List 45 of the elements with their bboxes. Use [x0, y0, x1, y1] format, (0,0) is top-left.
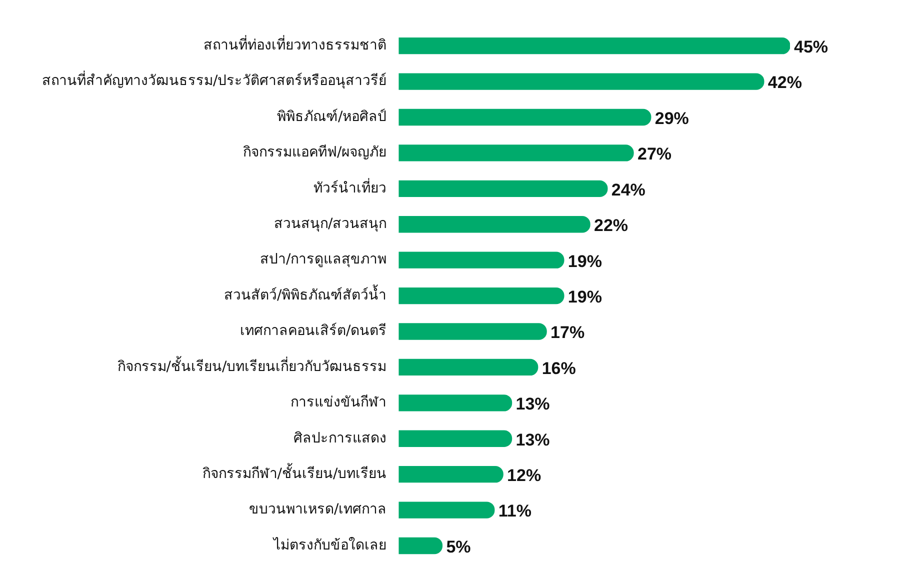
y-tick-label: ทัวร์นำเที่ยว	[314, 178, 387, 196]
bar	[398, 73, 764, 90]
y-tick-label: กิจกรรม/ชั้นเรียน/บทเรียนเกี่ยวกับวัฒนธรรม	[117, 356, 387, 375]
data-label: 29%	[654, 108, 689, 128]
y-tick-label: กิจกรรมแอคทีฟ/ผจญภัย	[243, 144, 387, 161]
y-tick-label: สถานที่ท่องเที่ยวทางธรรมชาติ	[204, 35, 387, 54]
bar	[398, 216, 590, 233]
data-label: 13%	[516, 430, 550, 450]
bar	[398, 180, 608, 198]
data-label: 27%	[637, 144, 672, 164]
data-label: 19%	[568, 252, 602, 271]
y-tick-label: สวนสัตว์/พิพิธภัณฑ์สัตว์น้ำ	[224, 284, 387, 304]
data-label: 17%	[550, 323, 585, 342]
bar	[398, 430, 512, 447]
bar	[398, 252, 564, 268]
data-label: 12%	[507, 466, 542, 486]
data-label: 16%	[542, 358, 576, 378]
y-tick-label: เทศกาลคอนเสิร์ต/ดนตรี	[240, 322, 387, 340]
data-label: 5%	[446, 537, 471, 556]
data-label: 13%	[516, 394, 550, 414]
bar	[398, 38, 790, 54]
bar	[398, 537, 443, 554]
y-tick-label: สถานที่สำคัญทางวัฒนธรรม/ประวัติศาสตร์หรืออนุสาวรีย์	[42, 71, 387, 90]
y-tick-label: สวนสนุก/สวนสนุก	[274, 216, 387, 232]
bar	[398, 144, 634, 162]
data-label: 22%	[594, 216, 628, 236]
y-tick-label: ขบวนพาเหรด/เทศกาล	[249, 502, 387, 518]
data-label: 42%	[768, 73, 802, 92]
y-tick-label: ไม่ตรงกับข้อใดเลย	[272, 536, 387, 554]
y-tick-label: ศิลปะการแสดง	[294, 430, 387, 446]
bar	[398, 358, 538, 376]
y-tick-label: การแข่งขันกีฬา	[290, 394, 387, 411]
bar	[398, 108, 652, 126]
y-tick-label: กิจกรรมกีฬา/ชั้นเรียน/บทเรียน	[202, 462, 387, 482]
y-tick-label: พิพิธภัณฑ์/หอศิลป์	[277, 108, 387, 125]
bar	[398, 287, 564, 304]
data-label: 19%	[568, 287, 602, 306]
y-tick-label: สปา/การดูแลสุขภาพ	[260, 252, 387, 268]
data-label: 45%	[794, 38, 828, 57]
bar	[398, 502, 495, 518]
data-label: 24%	[611, 180, 646, 200]
data-label: 11%	[498, 502, 532, 521]
bar	[398, 323, 547, 340]
bar	[398, 466, 504, 483]
bar	[398, 394, 512, 412]
